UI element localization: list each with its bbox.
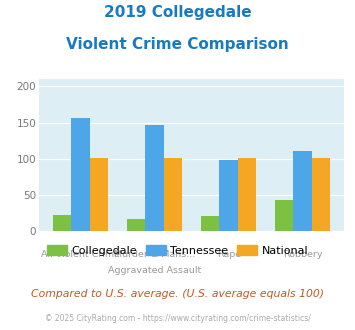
Legend: Collegedale, Tennessee, National: Collegedale, Tennessee, National <box>42 241 313 260</box>
Bar <box>127 219 146 231</box>
Bar <box>71 117 90 231</box>
Bar <box>275 200 294 231</box>
Bar <box>53 215 71 231</box>
Bar <box>90 158 108 231</box>
Bar <box>146 125 164 231</box>
Text: Robbery: Robbery <box>283 250 322 259</box>
Text: Compared to U.S. average. (U.S. average equals 100): Compared to U.S. average. (U.S. average … <box>31 289 324 299</box>
Bar <box>312 158 331 231</box>
Text: Rape: Rape <box>217 250 241 259</box>
Text: Violent Crime Comparison: Violent Crime Comparison <box>66 37 289 52</box>
Bar <box>201 216 219 231</box>
Bar <box>294 151 312 231</box>
Text: Murder & Mans...: Murder & Mans... <box>114 250 195 259</box>
Bar <box>238 158 256 231</box>
Text: © 2025 CityRating.com - https://www.cityrating.com/crime-statistics/: © 2025 CityRating.com - https://www.city… <box>45 314 310 323</box>
Text: 2019 Collegedale: 2019 Collegedale <box>104 5 251 20</box>
Text: All Violent Crime: All Violent Crime <box>41 250 120 259</box>
Bar <box>219 160 238 231</box>
Bar <box>164 158 182 231</box>
Text: Aggravated Assault: Aggravated Assault <box>108 266 201 275</box>
